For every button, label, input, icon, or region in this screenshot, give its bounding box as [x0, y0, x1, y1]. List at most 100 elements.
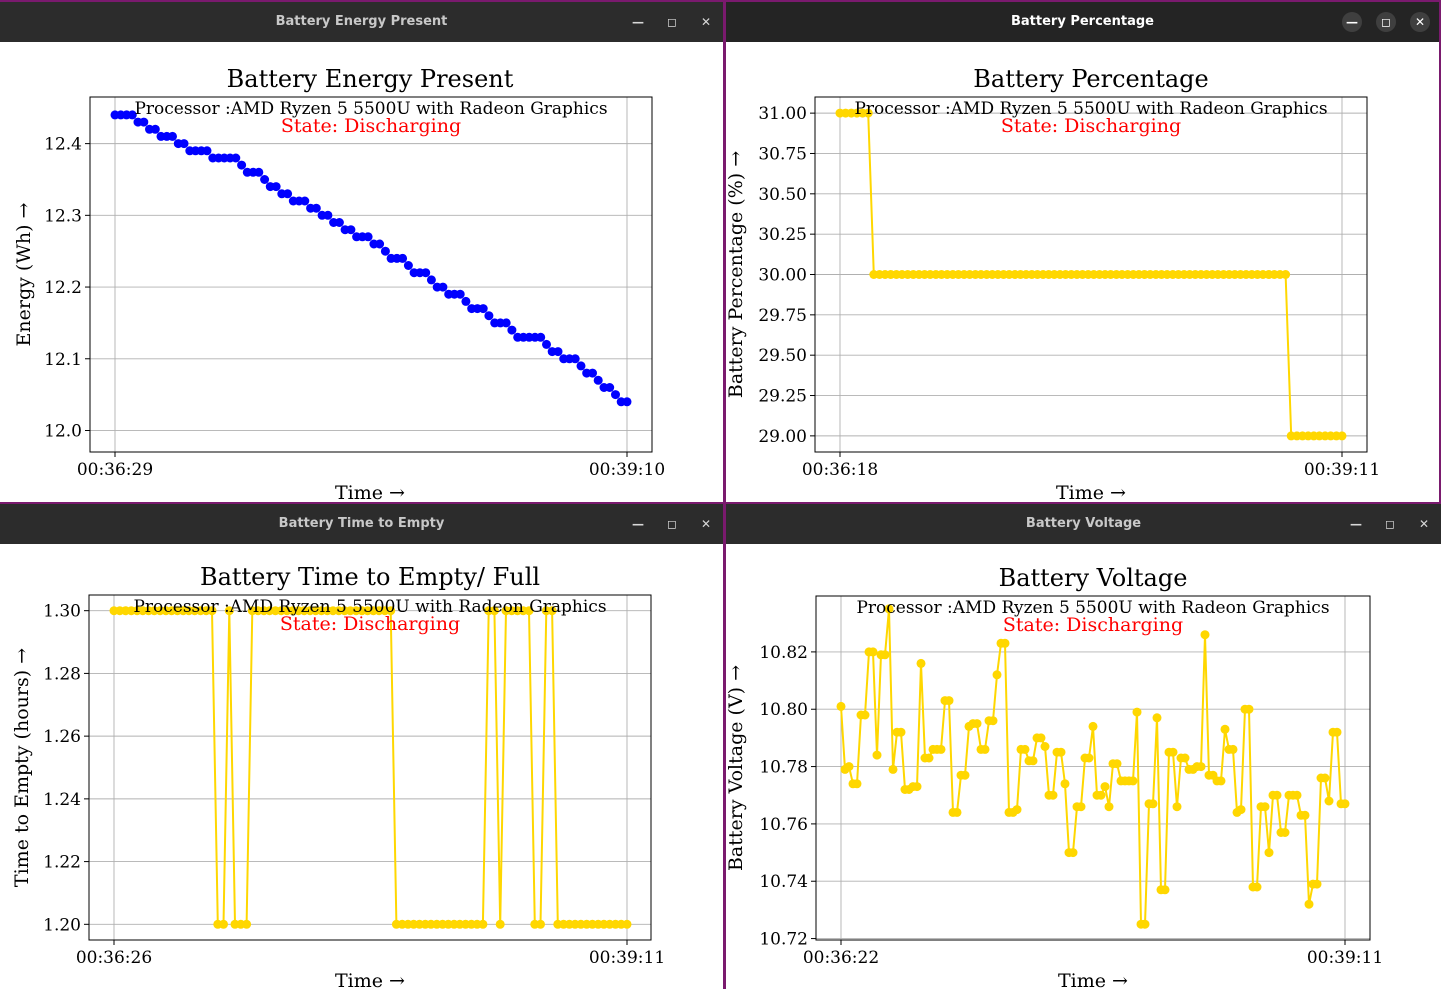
data-point: [1028, 756, 1038, 766]
data-point: [980, 744, 990, 754]
data-point: [1320, 773, 1330, 783]
maximize-icon[interactable]: ◻: [1376, 12, 1396, 32]
maximize-icon[interactable]: ◻: [667, 517, 677, 531]
y-tick-label: 30.50: [758, 185, 807, 205]
data-point: [1292, 790, 1302, 800]
close-icon[interactable]: ✕: [1410, 12, 1430, 32]
state-annotation: State: Discharging: [280, 613, 460, 635]
data-point: [219, 919, 228, 929]
titlebar-percentage[interactable]: Battery Percentage — ◻ ✕: [726, 2, 1439, 42]
data-point: [916, 658, 926, 668]
data-point: [1264, 848, 1274, 858]
titlebar-energy[interactable]: Battery Energy Present — ◻ ✕: [0, 2, 723, 42]
data-point: [237, 160, 247, 170]
data-point: [1096, 790, 1106, 800]
data-point: [844, 762, 854, 772]
data-point: [936, 744, 946, 754]
y-tick-label: 10.74: [759, 872, 808, 892]
data-point: [224, 606, 234, 616]
y-tick-label: 12.0: [44, 421, 82, 441]
data-point: [1040, 742, 1050, 751]
x-tick-label: 00:39:10: [589, 460, 665, 480]
data-point: [1076, 802, 1086, 812]
data-point: [1180, 753, 1190, 763]
data-point: [311, 203, 321, 213]
window-title-voltage: Battery Voltage: [1025, 516, 1142, 531]
data-point: [1300, 810, 1310, 820]
x-axis-label: Time →: [335, 482, 405, 502]
titlebar-voltage[interactable]: Battery Voltage — ◻ ✕: [726, 504, 1441, 544]
processor-annotation: Processor :AMD Ryzen 5 5500U with Radeon…: [856, 598, 1329, 618]
titlebar-time-to-empty[interactable]: Battery Time to Empty — ◻ ✕: [0, 504, 723, 544]
axes-frame: [814, 96, 1368, 453]
maximize-icon[interactable]: ◻: [1385, 517, 1395, 531]
data-point: [1000, 638, 1010, 648]
data-point: [888, 764, 898, 774]
y-axis-label: Time to Empty (hours) →: [11, 648, 33, 887]
data-point: [1324, 796, 1334, 806]
y-tick-label: 31.00: [758, 104, 807, 124]
x-axis-label: Time →: [335, 970, 405, 989]
data-point: [346, 225, 356, 235]
data-point: [884, 604, 894, 614]
data-point: [1060, 779, 1070, 789]
x-tick-label: 00:36:18: [802, 460, 878, 480]
data-point: [576, 361, 586, 371]
data-point: [1112, 759, 1122, 769]
data-point: [1281, 270, 1291, 279]
data-point: [852, 779, 862, 789]
y-axis-label: Energy (Wh) →: [13, 202, 35, 346]
data-point: [1152, 713, 1162, 723]
minimize-icon[interactable]: —: [632, 517, 644, 531]
axes-frame: [89, 96, 653, 453]
data-point: [1236, 805, 1246, 815]
data-point: [1048, 790, 1058, 800]
data-point: [421, 268, 431, 278]
y-tick-label: 29.25: [758, 387, 807, 407]
chart-title: Battery Energy Present: [227, 65, 514, 93]
minimize-icon[interactable]: —: [632, 15, 644, 29]
data-point: [1200, 630, 1210, 640]
maximize-icon[interactable]: ◻: [667, 15, 677, 29]
chart-percentage: Battery Percentage 29.00 29.25 29.50 29.75 30…: [726, 65, 1380, 502]
data-point: [1340, 799, 1350, 809]
data-point: [988, 716, 998, 726]
data-point: [1140, 919, 1150, 929]
data-point: [127, 110, 137, 120]
x-tick-label: 00:36:26: [76, 948, 152, 968]
data-point: [880, 650, 890, 660]
x-axis-label: Time →: [1056, 482, 1126, 502]
y-tick-label: 1.26: [43, 727, 81, 747]
data-point: [524, 606, 534, 616]
data-point: [300, 196, 310, 206]
data-point: [1172, 802, 1182, 812]
data-point: [231, 153, 241, 163]
data-point: [1088, 721, 1098, 731]
data-point: [1228, 744, 1238, 754]
minimize-icon[interactable]: —: [1342, 12, 1362, 32]
data-point: [1260, 802, 1270, 812]
data-point: [1084, 753, 1094, 763]
window-voltage: Battery Voltage — ◻ ✕ Battery Voltage 10.…: [726, 504, 1441, 989]
chart-time-to-empty: Battery Time to Empty/ Full 1.20 1.22 1.24 1…: [11, 563, 665, 989]
close-icon[interactable]: ✕: [700, 15, 712, 29]
y-tick-label: 1.22: [43, 853, 81, 873]
data-point: [1148, 799, 1158, 809]
minimize-icon[interactable]: —: [1350, 517, 1362, 531]
state-annotation: State: Discharging: [281, 115, 461, 137]
data-point: [426, 275, 436, 285]
y-tick-label: 29.50: [758, 346, 807, 366]
data-point: [403, 261, 413, 270]
data-point: [1104, 802, 1114, 812]
data-point: [150, 124, 160, 134]
data-point: [438, 282, 448, 292]
y-tick-label: 29.00: [758, 427, 807, 447]
data-point: [1160, 885, 1170, 895]
y-tick-label: 12.4: [44, 135, 82, 155]
data-point: [323, 210, 333, 220]
y-tick-label: 10.76: [759, 815, 808, 835]
close-icon[interactable]: ✕: [1418, 517, 1430, 531]
processor-annotation: Processor :AMD Ryzen 5 5500U with Radeon…: [854, 99, 1327, 119]
close-icon[interactable]: ✕: [700, 517, 712, 531]
data-point: [1168, 747, 1178, 757]
